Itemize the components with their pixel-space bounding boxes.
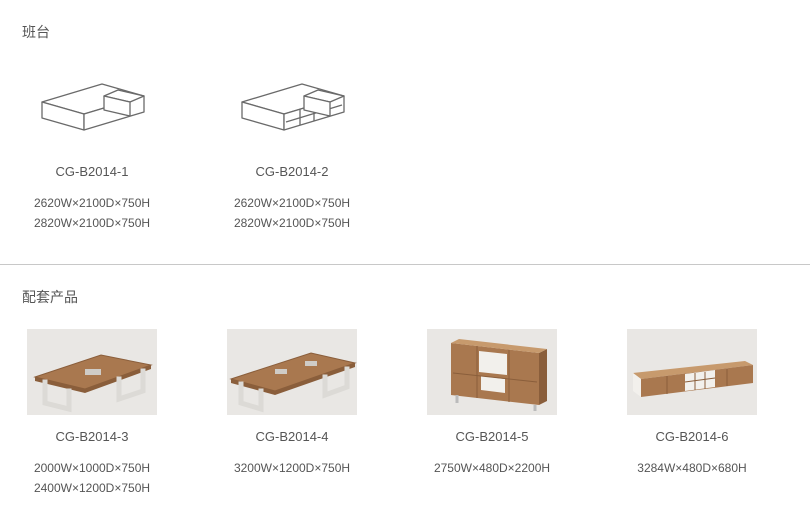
product-thumb [27, 64, 157, 150]
product-thumb [227, 329, 357, 415]
section-title: 班台 [22, 22, 788, 42]
credenza-icon [627, 329, 757, 415]
cabinet-tall-icon [427, 329, 557, 415]
dim-line: 3284W×480D×680H [637, 458, 746, 478]
dim-line: 2400W×1200D×750H [34, 478, 150, 498]
product-dims: 2620W×2100D×750H 2820W×2100D×750H [34, 193, 150, 234]
section-title: 配套产品 [22, 287, 788, 307]
dim-line: 2620W×2100D×750H [234, 193, 350, 213]
desk-icon [32, 72, 152, 142]
product-thumb [427, 329, 557, 415]
product-model: CG-B2014-1 [56, 164, 129, 179]
product-dims: 3284W×480D×680H [637, 458, 746, 478]
product-card: CG-B2014-6 3284W×480D×680H [622, 329, 762, 499]
dim-line: 2820W×2100D×750H [34, 213, 150, 233]
product-card: CG-B2014-3 2000W×1000D×750H 2400W×1200D×… [22, 329, 162, 499]
product-model: CG-B2014-5 [456, 429, 529, 444]
product-thumb [27, 329, 157, 415]
product-dims: 3200W×1200D×750H [234, 458, 350, 478]
product-grid: CG-B2014-1 2620W×2100D×750H 2820W×2100D×… [22, 64, 788, 234]
product-dims: 2000W×1000D×750H 2400W×1200D×750H [34, 458, 150, 499]
product-model: CG-B2014-3 [56, 429, 129, 444]
product-thumb [227, 64, 357, 150]
desk-icon [232, 72, 352, 142]
product-dims: 2620W×2100D×750H 2820W×2100D×750H [234, 193, 350, 234]
product-thumb [627, 329, 757, 415]
product-model: CG-B2014-4 [256, 429, 329, 444]
table-icon [27, 329, 157, 415]
dim-line: 2620W×2100D×750H [34, 193, 150, 213]
product-card: CG-B2014-1 2620W×2100D×750H 2820W×2100D×… [22, 64, 162, 234]
product-card: CG-B2014-2 2620W×2100D×750H 2820W×2100D×… [222, 64, 362, 234]
product-card: CG-B2014-5 2750W×480D×2200H [422, 329, 562, 499]
dim-line: 2820W×2100D×750H [234, 213, 350, 233]
section-desks: 班台 [0, 0, 810, 264]
product-model: CG-B2014-2 [256, 164, 329, 179]
table-long-icon [227, 329, 357, 415]
product-grid: CG-B2014-3 2000W×1000D×750H 2400W×1200D×… [22, 329, 788, 499]
section-accessories: 配套产品 [0, 265, 810, 529]
dim-line: 2750W×480D×2200H [434, 458, 550, 478]
product-model: CG-B2014-6 [656, 429, 729, 444]
dim-line: 3200W×1200D×750H [234, 458, 350, 478]
product-dims: 2750W×480D×2200H [434, 458, 550, 478]
product-card: CG-B2014-4 3200W×1200D×750H [222, 329, 362, 499]
dim-line: 2000W×1000D×750H [34, 458, 150, 478]
